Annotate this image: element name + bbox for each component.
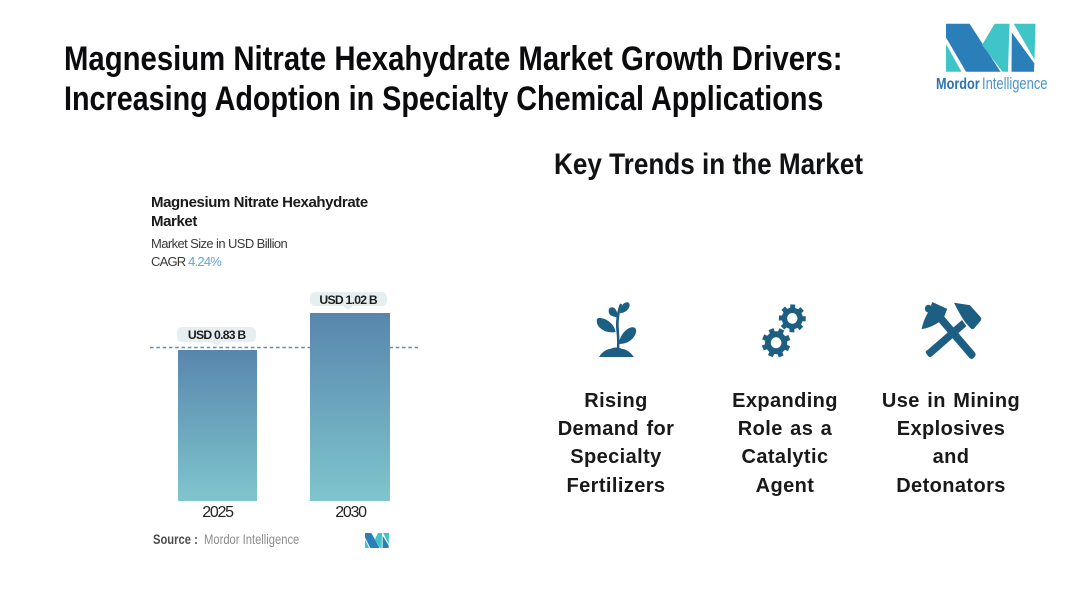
svg-text:Intelligence: Intelligence <box>982 76 1048 94</box>
svg-text:Mordor: Mordor <box>936 76 980 94</box>
